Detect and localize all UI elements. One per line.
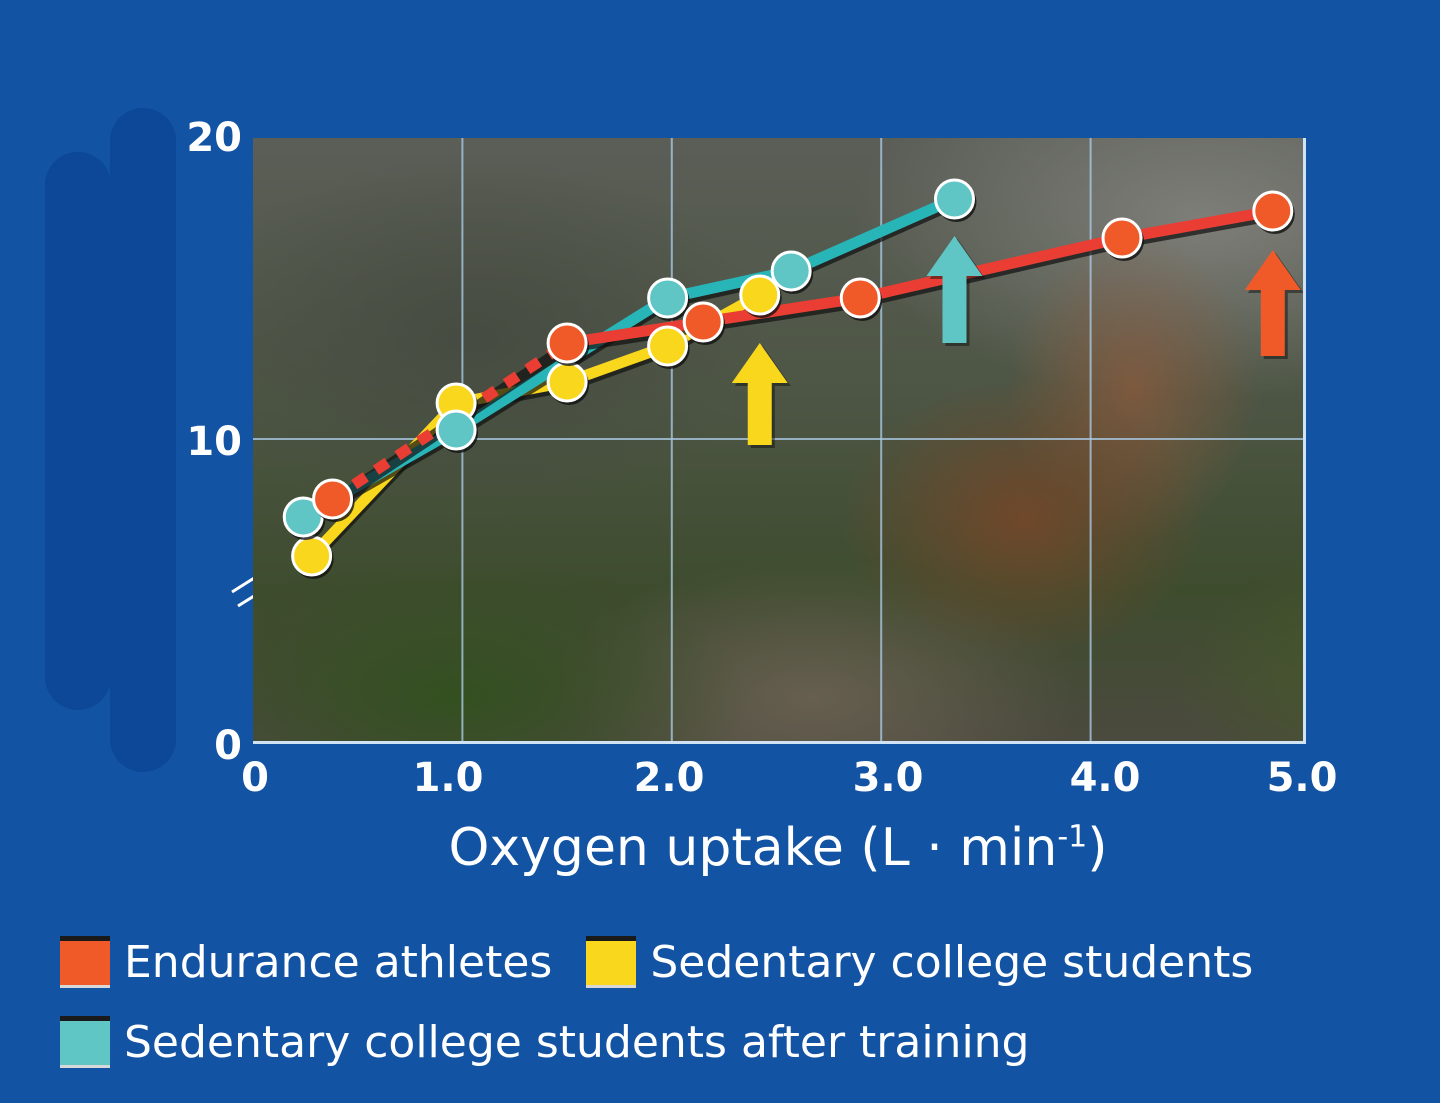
y-tick-0: 0: [214, 723, 242, 769]
legend: Endurance athletes Sedentary college stu…: [60, 930, 1287, 1090]
legend-item-sedentary: Sedentary college students: [586, 936, 1253, 988]
series-line: [859, 232, 1124, 304]
chart-canvas: [253, 138, 1303, 741]
x-tick-0: 0: [241, 755, 269, 801]
x-tick-1: 1.0: [412, 755, 484, 801]
data-point-marker: [1101, 217, 1143, 259]
x-axis-label-close: ): [1087, 818, 1108, 878]
legend-label: Sedentary college students: [650, 936, 1254, 988]
data-point-marker: [291, 535, 333, 577]
data-point-marker: [647, 325, 689, 367]
legend-label: Endurance athletes: [124, 936, 553, 988]
data-point-marker: [647, 277, 689, 319]
series-line: [788, 193, 957, 277]
x-tick-4: 4.0: [1069, 755, 1141, 801]
legend-swatch-endurance: [60, 936, 110, 988]
data-point-marker: [312, 478, 354, 520]
x-tick-3: 3.0: [852, 755, 924, 801]
data-point-marker: [546, 322, 588, 364]
data-point-marker: [933, 178, 975, 220]
data-point-marker: [682, 301, 724, 343]
up-arrow-icon: [1244, 250, 1301, 356]
x-axis-label-text: Oxygen uptake (L · min: [448, 818, 1058, 878]
x-tick-5: 5.0: [1266, 755, 1338, 801]
data-point-marker: [546, 361, 588, 403]
data-point-marker: [839, 277, 881, 319]
x-axis-label-superscript: -1: [1057, 819, 1088, 855]
plot-area: [253, 138, 1306, 744]
series-line: [702, 292, 862, 328]
up-arrow-icon: [731, 343, 788, 445]
decorative-blob: [110, 108, 176, 772]
data-point-marker: [770, 250, 812, 292]
decorative-blob: [45, 152, 111, 710]
series-line: [666, 265, 793, 304]
data-point-marker: [739, 274, 781, 316]
y-tick-10: 10: [186, 419, 242, 465]
series-line: [1121, 205, 1274, 244]
y-tick-20: 20: [186, 115, 242, 161]
legend-item-endurance: Endurance athletes: [60, 936, 552, 988]
legend-swatch-sedentary: [586, 936, 637, 988]
series-line: [566, 316, 705, 349]
up-arrow-icon: [926, 236, 983, 343]
legend-swatch-trained: [60, 1016, 110, 1068]
data-point-marker: [435, 409, 477, 451]
data-point-marker: [1252, 190, 1294, 232]
x-axis-label: Oxygen uptake (L · min-1): [253, 818, 1303, 878]
legend-label: Sedentary college students after trainin…: [124, 1016, 1030, 1068]
x-tick-2: 2.0: [633, 755, 705, 801]
legend-item-trained: Sedentary college students after trainin…: [60, 1016, 1029, 1068]
